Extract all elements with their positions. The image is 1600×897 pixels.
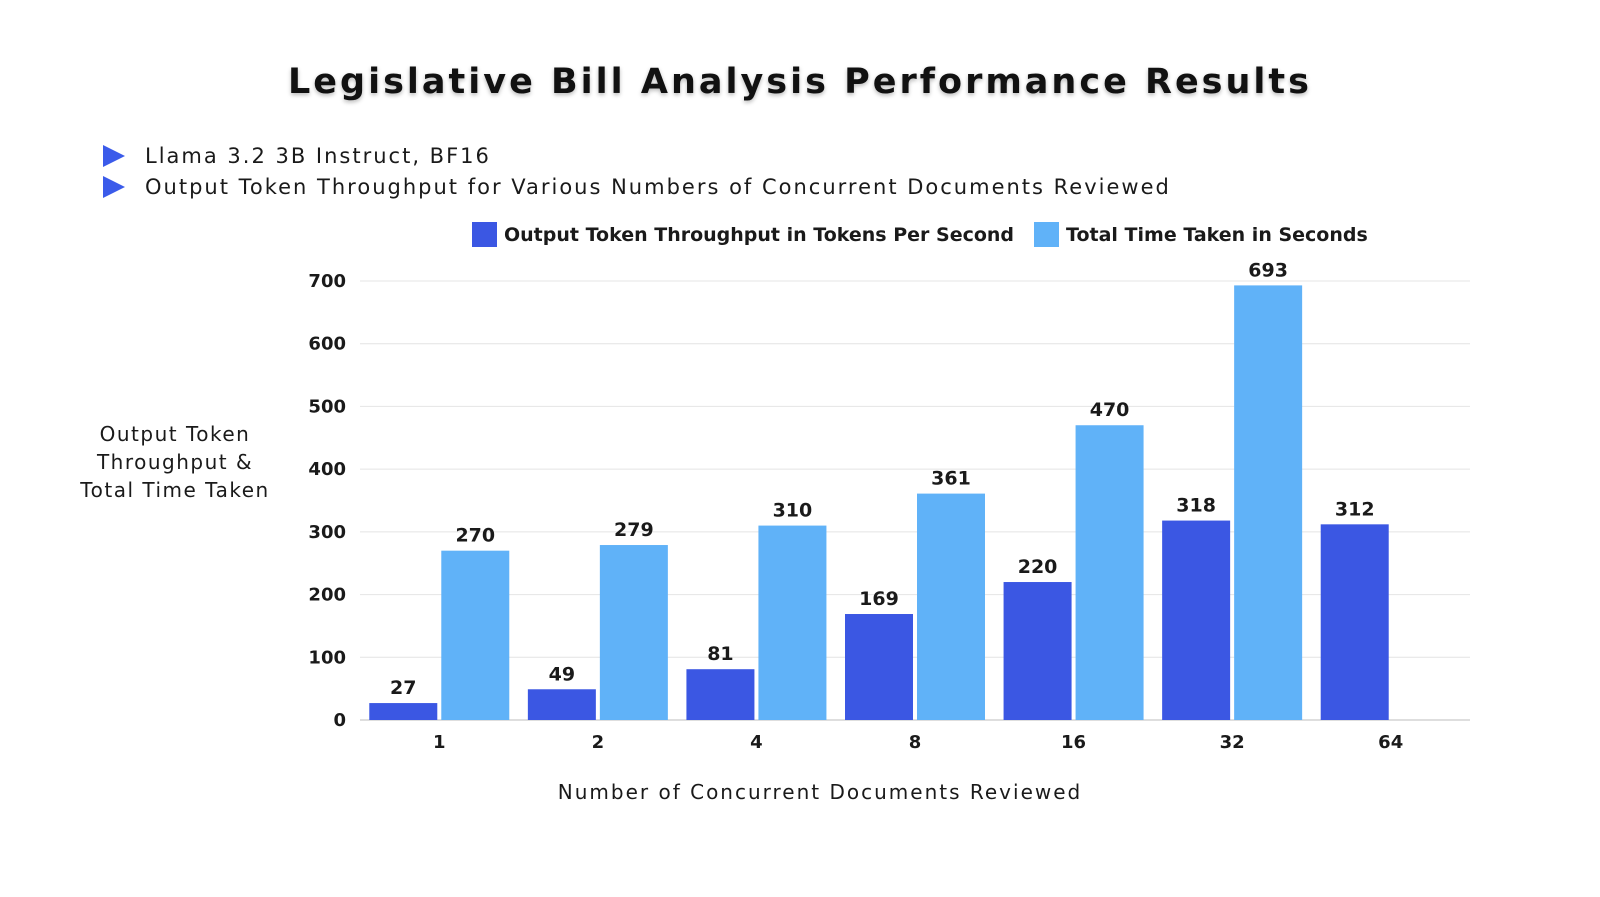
y-tick-label: 100 — [308, 647, 346, 668]
x-axis-label: Number of Concurrent Documents Reviewed — [557, 780, 1083, 804]
bar-throughput — [1003, 582, 1072, 720]
triangle-right-icon — [103, 144, 125, 167]
data-label: 279 — [614, 519, 654, 541]
bar-time — [1075, 425, 1144, 720]
y-tick-label: 700 — [308, 271, 346, 292]
legend-swatch-throughput — [472, 222, 497, 247]
data-label: 270 — [455, 525, 495, 547]
bullet-text: Output Token Throughput for Various Numb… — [145, 174, 1171, 199]
data-label: 81 — [707, 643, 733, 665]
x-tick-label: 8 — [909, 732, 922, 753]
legend-swatch-time — [1034, 222, 1060, 247]
data-label: 318 — [1176, 495, 1216, 517]
bullet-item: Llama 3.2 3B Instruct, BF16 — [103, 140, 1171, 171]
data-label: 310 — [773, 500, 813, 522]
y-tick-label: 500 — [308, 396, 346, 417]
bullet-item: Output Token Throughput for Various Numb… — [103, 171, 1171, 202]
legend-item-throughput: Output Token Throughput in Tokens Per Se… — [472, 222, 1014, 247]
data-label: 220 — [1018, 556, 1058, 578]
bar-throughput — [845, 614, 913, 720]
y-tick-label: 0 — [333, 710, 346, 731]
data-label: 169 — [859, 588, 899, 610]
bar-time — [441, 550, 510, 720]
x-tick-label: 64 — [1378, 732, 1403, 753]
x-tick-label: 32 — [1220, 732, 1245, 753]
data-label: 49 — [549, 663, 575, 685]
y-axis-label: Output Token Throughput & Total Time Tak… — [80, 422, 270, 502]
chart-legend: Output Token Throughput in Tokens Per Se… — [472, 222, 1388, 247]
data-label: 312 — [1335, 498, 1375, 520]
data-label: 361 — [931, 468, 971, 490]
bar-throughput — [686, 669, 755, 720]
legend-label-throughput: Output Token Throughput in Tokens Per Se… — [504, 223, 1015, 246]
y-tick-label: 200 — [308, 585, 346, 606]
triangle-right-icon — [103, 175, 125, 198]
bullet-list: Llama 3.2 3B Instruct, BF16 Output Token… — [103, 140, 1171, 202]
chart-title: Legislative Bill Analysis Performance Re… — [288, 62, 1312, 102]
bullet-text: Llama 3.2 3B Instruct, BF16 — [145, 143, 491, 168]
data-label: 27 — [390, 677, 416, 699]
bar-time — [917, 493, 985, 720]
x-tick-label: 4 — [750, 732, 763, 753]
bar-time — [1234, 285, 1303, 720]
y-tick-label: 400 — [308, 459, 346, 480]
bar-throughput — [1320, 524, 1389, 720]
x-tick-label: 2 — [592, 732, 605, 753]
bar-throughput — [369, 703, 438, 720]
x-tick-label: 16 — [1061, 732, 1086, 753]
y-tick-label: 300 — [308, 522, 346, 543]
x-tick-label: 1 — [433, 732, 446, 753]
bar-time — [758, 525, 827, 720]
bar-time — [599, 545, 668, 720]
legend-item-time: Total Time Taken in Seconds — [1034, 222, 1368, 247]
legend-label-time: Total Time Taken in Seconds — [1066, 223, 1368, 246]
y-tick-label: 600 — [308, 334, 346, 355]
bar-throughput — [527, 689, 596, 720]
bar-throughput — [1162, 520, 1231, 720]
data-label: 470 — [1090, 399, 1130, 421]
data-label: 693 — [1248, 259, 1288, 281]
